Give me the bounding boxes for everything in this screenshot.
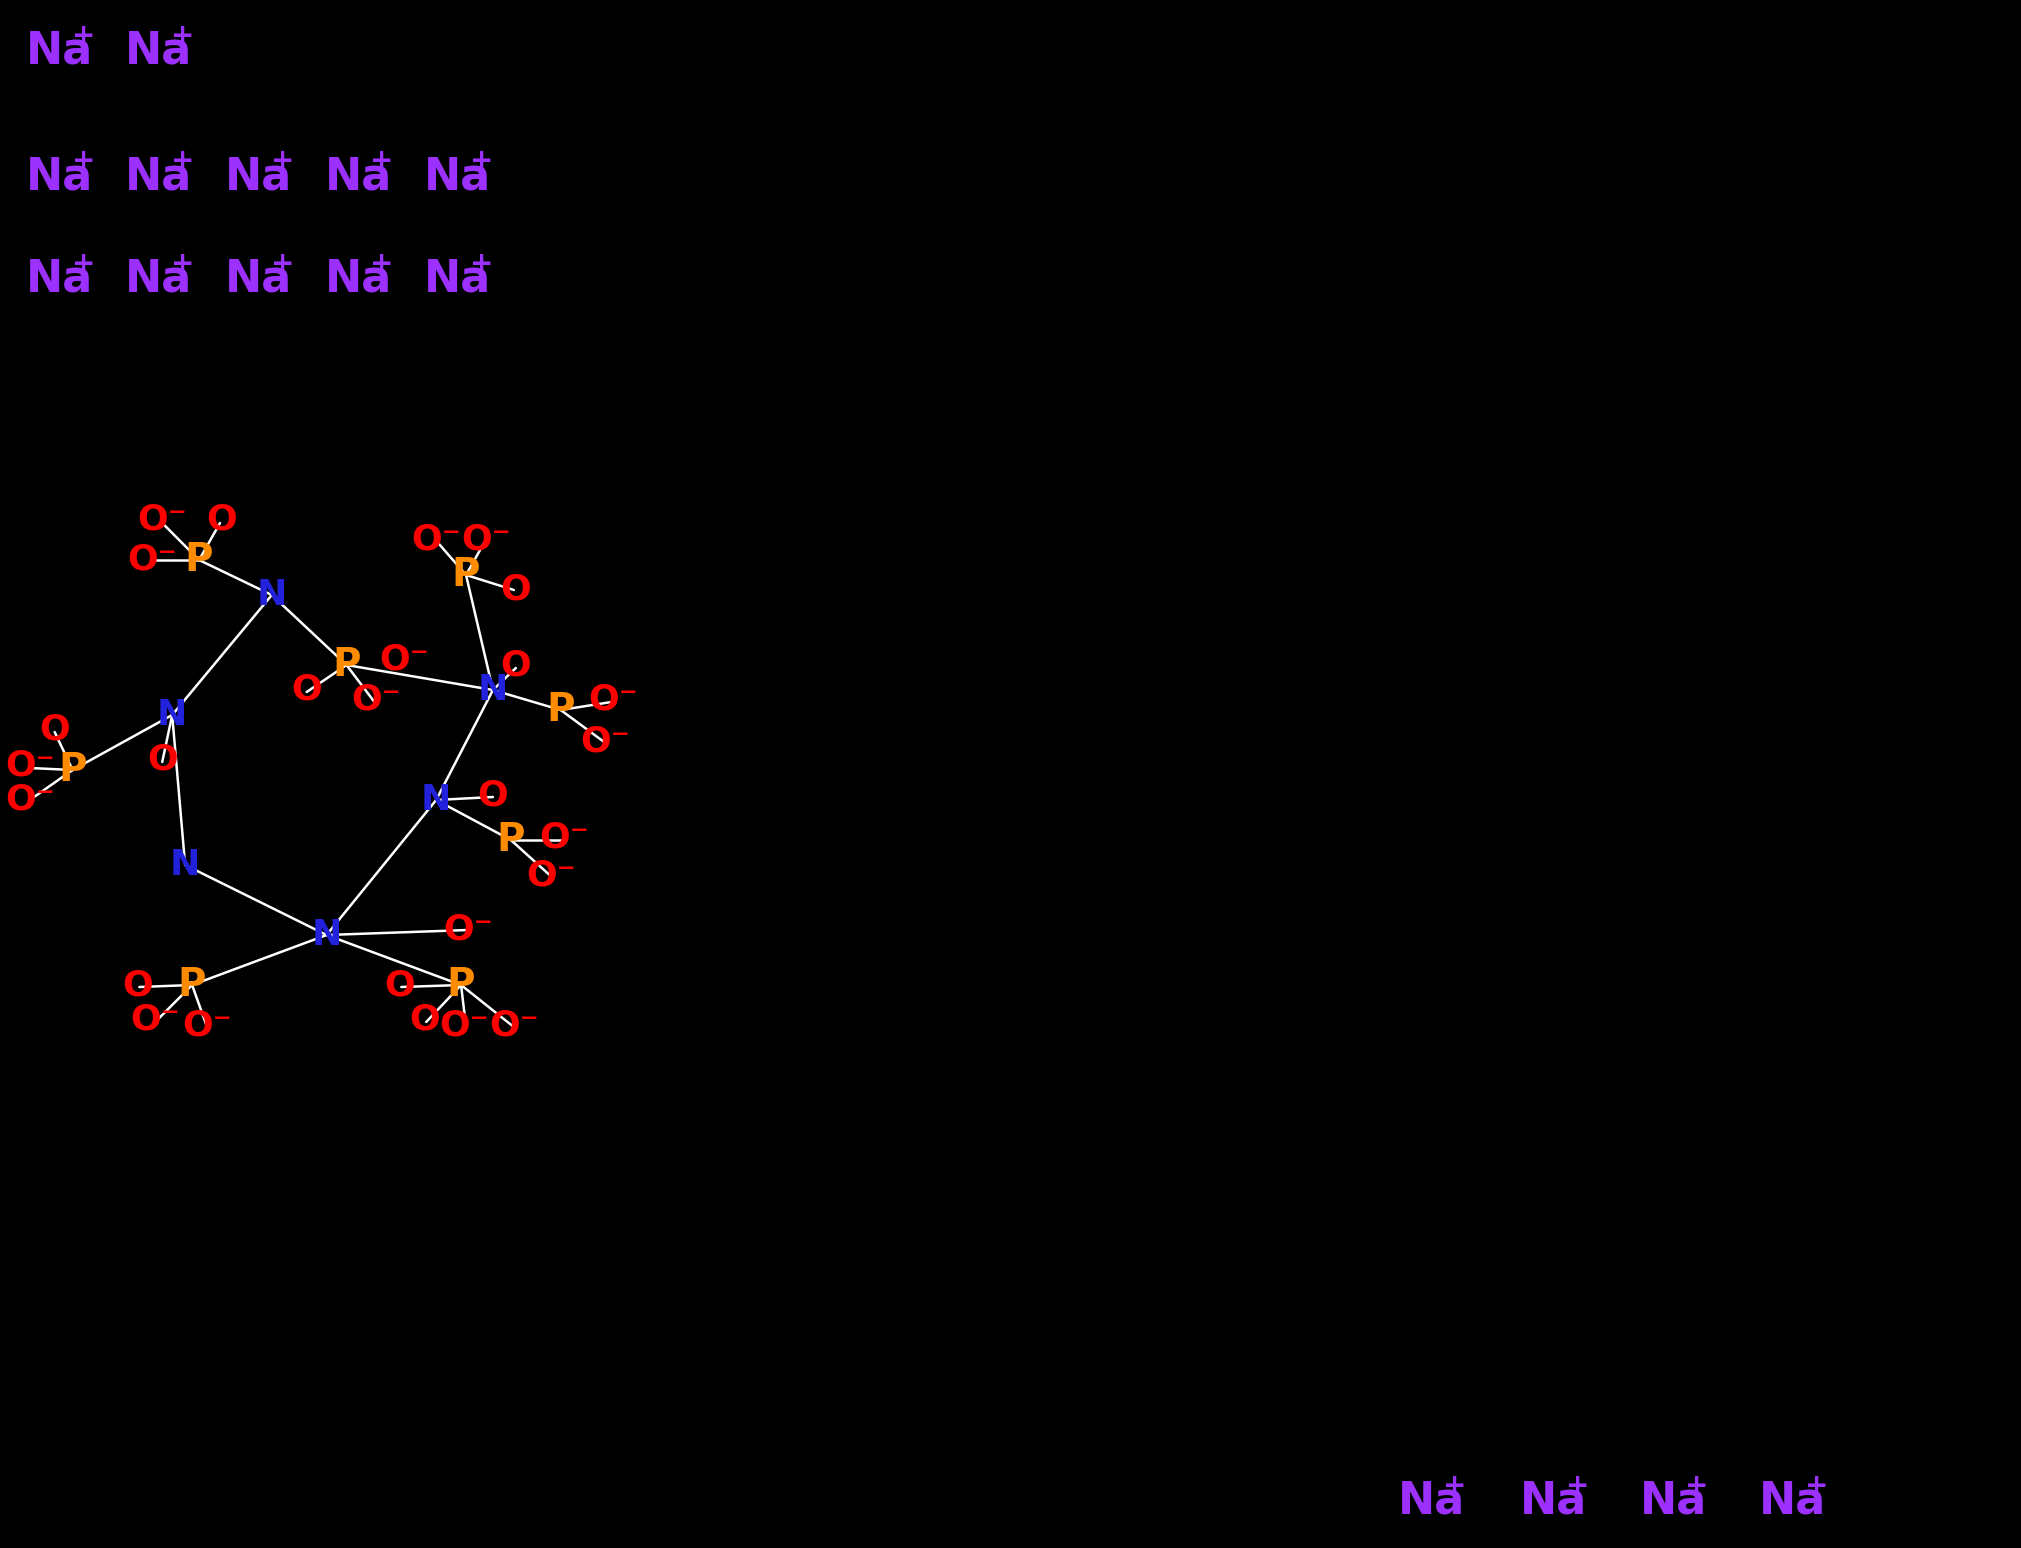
Text: +: + bbox=[1686, 1472, 1708, 1500]
Text: Na: Na bbox=[325, 259, 392, 300]
Text: Na: Na bbox=[424, 259, 491, 300]
Text: +: + bbox=[71, 147, 95, 175]
Text: O: O bbox=[408, 1003, 441, 1037]
Text: O⁻: O⁻ bbox=[588, 683, 639, 717]
Text: Na: Na bbox=[125, 259, 192, 300]
Text: O⁻: O⁻ bbox=[182, 1008, 232, 1042]
Text: P: P bbox=[497, 820, 525, 859]
Text: O⁻: O⁻ bbox=[489, 1008, 540, 1042]
Text: N: N bbox=[170, 848, 200, 882]
Text: Na: Na bbox=[1397, 1480, 1465, 1523]
Text: O: O bbox=[291, 673, 321, 707]
Text: Na: Na bbox=[26, 155, 93, 198]
Text: N: N bbox=[477, 673, 507, 707]
Text: +: + bbox=[71, 249, 95, 279]
Text: +: + bbox=[271, 147, 295, 175]
Text: +: + bbox=[471, 147, 493, 175]
Text: Na: Na bbox=[325, 155, 392, 198]
Text: Na: Na bbox=[26, 29, 93, 73]
Text: +: + bbox=[1805, 1472, 1829, 1500]
Text: O⁻: O⁻ bbox=[525, 858, 576, 892]
Text: P: P bbox=[59, 751, 87, 789]
Text: O⁻: O⁻ bbox=[352, 683, 402, 717]
Text: Na: Na bbox=[224, 259, 293, 300]
Text: O: O bbox=[477, 779, 509, 813]
Text: Na: Na bbox=[125, 155, 192, 198]
Text: N: N bbox=[257, 577, 287, 611]
Text: Na: Na bbox=[1758, 1480, 1827, 1523]
Text: O⁻: O⁻ bbox=[540, 820, 588, 854]
Text: O⁻: O⁻ bbox=[4, 748, 55, 782]
Text: O⁻: O⁻ bbox=[137, 503, 188, 537]
Text: O: O bbox=[148, 743, 178, 777]
Text: P: P bbox=[331, 646, 362, 684]
Text: +: + bbox=[172, 147, 194, 175]
Text: O: O bbox=[121, 968, 154, 1002]
Text: O⁻: O⁻ bbox=[412, 523, 461, 557]
Text: O⁻: O⁻ bbox=[439, 1008, 489, 1042]
Text: +: + bbox=[370, 249, 394, 279]
Text: O⁻: O⁻ bbox=[380, 642, 428, 676]
Text: O: O bbox=[501, 649, 532, 683]
Text: +: + bbox=[1566, 1472, 1589, 1500]
Text: P: P bbox=[453, 556, 481, 594]
Text: P: P bbox=[546, 690, 574, 729]
Text: O⁻: O⁻ bbox=[461, 523, 511, 557]
Text: P: P bbox=[178, 966, 206, 1005]
Text: O: O bbox=[384, 968, 414, 1002]
Text: N: N bbox=[158, 698, 188, 732]
Text: +: + bbox=[1443, 1472, 1467, 1500]
Text: Na: Na bbox=[26, 259, 93, 300]
Text: O⁻: O⁻ bbox=[131, 1003, 180, 1037]
Text: P: P bbox=[447, 966, 475, 1005]
Text: +: + bbox=[370, 147, 394, 175]
Text: Na: Na bbox=[125, 29, 192, 73]
Text: O: O bbox=[38, 714, 71, 748]
Text: N: N bbox=[311, 918, 342, 952]
Text: +: + bbox=[71, 22, 95, 50]
Text: N: N bbox=[420, 783, 451, 817]
Text: O⁻: O⁻ bbox=[4, 783, 55, 817]
Text: +: + bbox=[271, 249, 295, 279]
Text: O: O bbox=[501, 573, 532, 607]
Text: O⁻: O⁻ bbox=[127, 543, 178, 577]
Text: O: O bbox=[206, 503, 236, 537]
Text: P: P bbox=[184, 540, 214, 579]
Text: +: + bbox=[172, 22, 194, 50]
Text: Na: Na bbox=[424, 155, 491, 198]
Text: +: + bbox=[172, 249, 194, 279]
Text: Na: Na bbox=[224, 155, 293, 198]
Text: O⁻: O⁻ bbox=[443, 913, 493, 947]
Text: Na: Na bbox=[1639, 1480, 1706, 1523]
Text: O⁻: O⁻ bbox=[580, 724, 631, 759]
Text: Na: Na bbox=[1520, 1480, 1586, 1523]
Text: +: + bbox=[471, 249, 493, 279]
